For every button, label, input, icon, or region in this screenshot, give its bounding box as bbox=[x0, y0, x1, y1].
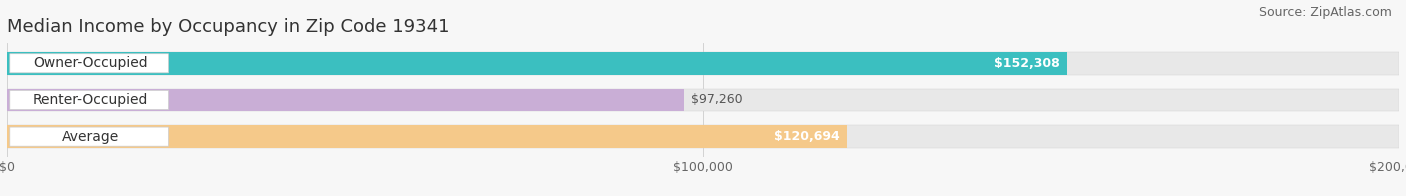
FancyBboxPatch shape bbox=[10, 90, 169, 110]
Text: Average: Average bbox=[62, 130, 120, 144]
Bar bbox=[7, 52, 1067, 75]
FancyBboxPatch shape bbox=[10, 54, 169, 73]
Bar bbox=[7, 125, 1399, 148]
Text: Median Income by Occupancy in Zip Code 19341: Median Income by Occupancy in Zip Code 1… bbox=[7, 18, 450, 36]
Text: $120,694: $120,694 bbox=[775, 130, 839, 143]
FancyBboxPatch shape bbox=[10, 127, 169, 146]
Text: Renter-Occupied: Renter-Occupied bbox=[32, 93, 148, 107]
Text: $97,260: $97,260 bbox=[690, 93, 742, 106]
Text: Source: ZipAtlas.com: Source: ZipAtlas.com bbox=[1258, 6, 1392, 19]
Text: Owner-Occupied: Owner-Occupied bbox=[34, 56, 148, 70]
Bar bbox=[7, 89, 1399, 111]
Bar bbox=[7, 52, 1399, 75]
Bar bbox=[7, 125, 846, 148]
Text: $152,308: $152,308 bbox=[994, 57, 1060, 70]
Bar bbox=[7, 89, 683, 111]
